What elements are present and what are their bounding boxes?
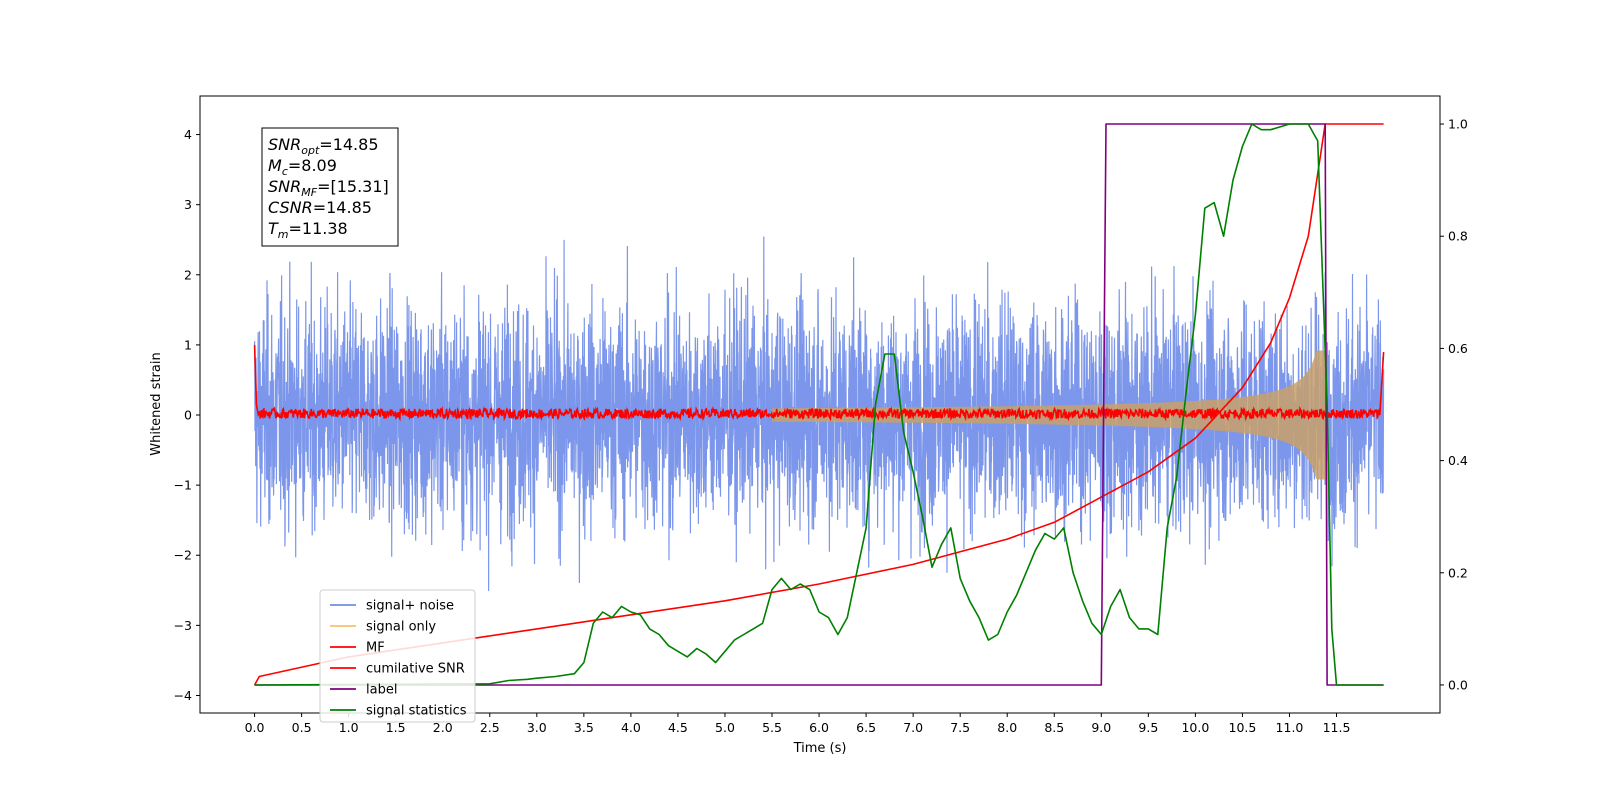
legend-label: signal statistics: [366, 704, 467, 719]
y-tick-label: −3: [174, 618, 192, 633]
x-tick-label: 8.5: [1044, 720, 1064, 735]
annotation-line: SNRopt=14.85: [268, 135, 379, 157]
y2-tick-label: 0.2: [1448, 565, 1468, 580]
x-tick-label: 0.5: [292, 720, 312, 735]
x-tick-label: 11.0: [1276, 720, 1304, 735]
y-tick-label: −4: [174, 688, 192, 703]
series-signal-statistics: [254, 123, 1384, 686]
legend-label: signal+ noise: [366, 599, 454, 614]
x-tick-label: 3.5: [574, 720, 594, 735]
x-axis: 0.0 0.5 1.0 1.5 2.0 2.5 3.0 3.5 4.0 4.5 5.0 5.5 6.0 6…: [245, 713, 1351, 735]
y-tick-label: −2: [174, 548, 192, 563]
annotation-line: Tm=11.38: [268, 219, 348, 241]
x-tick-label: 9.5: [1138, 720, 1158, 735]
x-tick-label: 1.0: [339, 720, 359, 735]
x-tick-label: 11.5: [1323, 720, 1351, 735]
y-tick-label: 2: [184, 267, 192, 282]
x-tick-label: 7.5: [950, 720, 970, 735]
x-tick-label: 6.0: [809, 720, 829, 735]
annotation-line: SNRMF=[15.31]: [268, 177, 389, 199]
legend-label: cumilative SNR: [366, 662, 465, 677]
annotation-line: CSNR=14.85: [268, 198, 372, 217]
y2-tick-label: 0.0: [1448, 677, 1468, 692]
series-signal-plus-noise: [254, 236, 1385, 592]
x-tick-label: 8.0: [997, 720, 1017, 735]
legend-label: MF: [366, 641, 385, 656]
legend-label: signal only: [366, 620, 436, 635]
y2-tick-label: 0.4: [1448, 453, 1468, 468]
y-tick-label: −1: [174, 478, 192, 493]
y-tick-label: 1: [184, 337, 192, 352]
x-tick-label: 5.0: [715, 720, 735, 735]
x-tick-label: 9.0: [1091, 720, 1111, 735]
y2-tick-label: 0.8: [1448, 229, 1468, 244]
x-tick-label: 7.0: [903, 720, 923, 735]
x-tick-label: 2.5: [480, 720, 500, 735]
series-mf: [253, 344, 1385, 422]
x-tick-label: 4.0: [621, 720, 641, 735]
legend-label: label: [366, 683, 397, 698]
y-axis-right: 1.0 0.8 0.6 0.4 0.2 0.0: [1440, 117, 1468, 692]
annotation-frame: [261, 127, 399, 247]
y-tick-label: 0: [184, 408, 192, 423]
x-tick-label: 3.0: [527, 720, 547, 735]
y2-tick-label: 0.6: [1448, 341, 1468, 356]
y-axis-left: 4 3 2 1 0 −1 −2 −3 −4: [174, 127, 200, 703]
x-tick-label: 0.0: [245, 720, 265, 735]
y-tick-label: 4: [184, 127, 192, 142]
x-tick-label: 1.5: [386, 720, 406, 735]
x-tick-label: 2.0: [433, 720, 453, 735]
x-tick-label: 5.5: [762, 720, 782, 735]
y-tick-label: 3: [184, 197, 192, 212]
legend: signal+ noise signal only MF cumilative SNR…: [319, 589, 476, 723]
y-axis-label: Whitened strain: [149, 352, 164, 455]
legend-frame: [319, 589, 476, 723]
y2-tick-label: 1.0: [1448, 117, 1468, 132]
axes-frame: [199, 95, 1441, 714]
x-axis-label: Time (s): [793, 741, 847, 756]
x-tick-label: 6.5: [856, 720, 876, 735]
x-tick-label: 4.5: [668, 720, 688, 735]
x-tick-label: 10.5: [1229, 720, 1257, 735]
annotation-line: Mc=8.09: [268, 156, 337, 178]
x-tick-label: 10.0: [1181, 720, 1209, 735]
stats-annotation-box: SNRopt=14.85Mc=8.09SNRMF=[15.31]CSNR=14.…: [261, 127, 399, 247]
